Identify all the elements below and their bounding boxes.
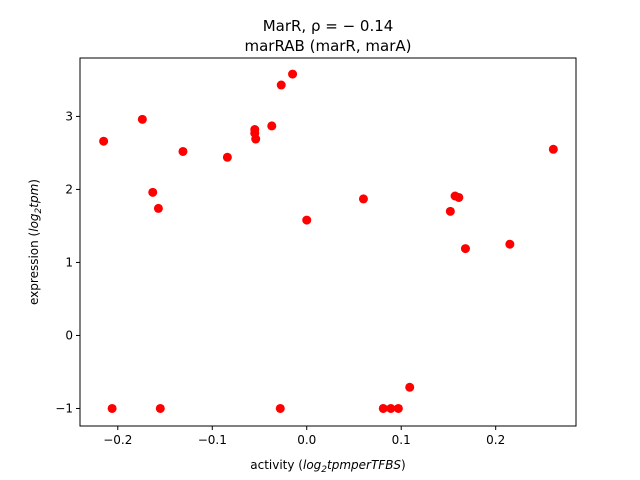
data-point [178,146,188,156]
data-point [445,206,455,216]
data-point [393,403,403,413]
data-point [276,80,286,90]
data-point [99,136,109,146]
y-tick-label: −1 [55,401,73,415]
data-point [250,125,260,135]
data-points [99,69,558,413]
x-tick-label: 0.1 [392,433,411,447]
plot-area-frame [79,57,577,427]
x-axis-label: activity (log2tpmperTFBS) [250,458,405,475]
data-point [505,239,515,249]
data-point [548,144,558,154]
y-axis-ticks: −1 0 1 2 3 [55,109,80,415]
y-axis-label: expression (log2tpm) [27,179,44,305]
data-point [251,134,261,144]
data-point [137,114,147,124]
data-point [454,192,464,202]
y-tick-label: 3 [65,109,73,123]
data-point [288,69,298,79]
data-point [460,244,470,254]
y-tick-label: 1 [65,255,73,269]
data-point [378,403,388,413]
data-point [222,152,232,162]
x-tick-label: 0.2 [486,433,505,447]
x-axis-ticks: −0.2 −0.1 0.0 0.1 0.2 [103,426,505,447]
x-tick-label: −0.2 [103,433,132,447]
data-point [153,203,163,213]
x-tick-label: 0.0 [297,433,316,447]
data-point [148,187,158,197]
data-point [155,403,165,413]
chart-title-line-1: MarR, ρ = − 0.14 [263,17,394,35]
data-point [302,215,312,225]
chart-title-line-2: marRAB (marR, marA) [245,37,412,55]
data-point [405,382,415,392]
y-tick-label: 0 [65,328,73,342]
x-tick-label: −0.1 [198,433,227,447]
data-point [107,403,117,413]
data-point [386,403,396,413]
y-tick-label: 2 [65,182,73,196]
data-point [358,194,368,204]
data-point [275,403,285,413]
data-point [267,121,277,131]
